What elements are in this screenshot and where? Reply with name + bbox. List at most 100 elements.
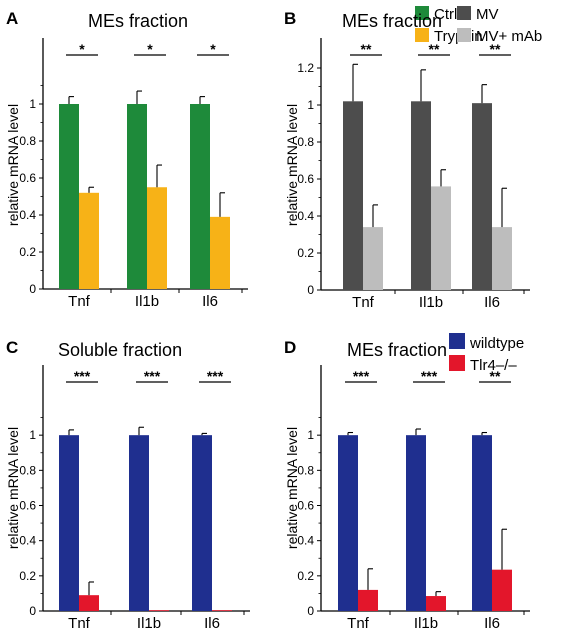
- chart-panel-d: D MEs fraction 0 0.2 0.4 0.6 0.8 1 relative mRNA…: [284, 333, 530, 628]
- y-tick-label: 0: [29, 282, 36, 296]
- x-category-label: Il6: [202, 293, 218, 310]
- significance-marker: *: [79, 41, 85, 57]
- chart-panel-a: A MEs fraction 0 0.2 0.4 0.6 0.8 1 relative mRNA…: [5, 6, 483, 310]
- bar-mv-mab: [431, 186, 451, 290]
- legend-swatch: [415, 28, 429, 42]
- y-axis-label: relative mRNA level: [5, 427, 21, 549]
- significance-marker: *: [147, 41, 153, 57]
- significance-marker: **: [490, 368, 501, 384]
- legend: MV MV+ mAb: [457, 6, 542, 45]
- bar-mv-mab: [492, 227, 512, 290]
- chart-title: MEs fraction: [342, 11, 442, 31]
- bar-wildtype: [129, 435, 149, 611]
- panel-letter: C: [6, 338, 18, 357]
- y-tick-label: 0.4: [297, 534, 314, 548]
- x-category-label: Tnf: [352, 294, 375, 311]
- significance-marker: ***: [74, 368, 91, 384]
- y-tick-label: 0.2: [297, 569, 314, 583]
- legend-label: wildtype: [469, 335, 524, 352]
- y-tick-label: 0.6: [19, 171, 36, 185]
- chart-title: MEs fraction: [347, 340, 447, 360]
- bar-tlr4-: [358, 589, 378, 611]
- y-axis-label: relative mRNA level: [5, 104, 21, 226]
- x-category-label: Tnf: [68, 615, 91, 628]
- chart-panel-c: C Soluble fraction 0 0.2 0.4 0.6 0.8 1 relative …: [5, 338, 250, 628]
- panel-letter: B: [284, 9, 296, 28]
- x-category-label: Il1b: [137, 615, 161, 628]
- chart-title: MEs fraction: [88, 11, 188, 31]
- chart-title: Soluble fraction: [58, 340, 182, 360]
- x-category-label: Il1b: [135, 293, 159, 310]
- y-tick-label: 0.6: [297, 499, 314, 513]
- bar-ctrl: [59, 104, 79, 289]
- y-tick-label: 1: [307, 98, 314, 112]
- x-category-label: Tnf: [68, 293, 91, 310]
- y-tick-label: 0.2: [297, 246, 314, 260]
- y-tick-label: 1: [29, 428, 36, 442]
- significance-marker: *: [210, 41, 216, 57]
- chart-panel-b: B MEs fraction 0 0.2 0.4 0.6 0.8 1 1.2 relative m…: [284, 6, 542, 311]
- bar-tlr4-: [79, 595, 99, 611]
- bar-trypsin: [210, 216, 230, 289]
- bar-ctrl: [190, 104, 210, 289]
- y-tick-label: 0.2: [19, 245, 36, 259]
- significance-marker: ***: [207, 368, 224, 384]
- bar-tlr4-: [149, 610, 169, 611]
- y-tick-label: 0.2: [19, 569, 36, 583]
- bar-trypsin: [79, 192, 99, 289]
- y-tick-label: 1: [307, 428, 314, 442]
- legend: wildtype Tlr4–/–: [449, 333, 524, 374]
- bar-ctrl: [127, 104, 147, 289]
- y-tick-label: 1: [29, 97, 36, 111]
- legend-label: Ctrl: [434, 6, 457, 23]
- significance-marker: **: [361, 41, 372, 57]
- bar-trypsin: [147, 187, 167, 289]
- significance-marker: **: [490, 41, 501, 57]
- bar-tlr4-: [212, 610, 232, 611]
- y-tick-label: 0.4: [297, 209, 314, 223]
- x-category-label: Il1b: [414, 615, 438, 628]
- y-axis-label: relative mRNA level: [284, 427, 300, 549]
- bar-mv: [472, 103, 492, 291]
- bar-wildtype: [59, 435, 79, 611]
- legend-label: MV+ mAb: [476, 28, 542, 45]
- significance-marker: ***: [353, 368, 370, 384]
- x-category-label: Il6: [484, 294, 500, 311]
- y-tick-label: 0.8: [297, 463, 314, 477]
- x-category-label: Il6: [204, 615, 220, 628]
- y-tick-label: 0.8: [19, 463, 36, 477]
- y-tick-label: 0.4: [19, 208, 36, 222]
- y-tick-label: 0.6: [19, 499, 36, 513]
- bar-tlr4-: [426, 596, 446, 611]
- bar-mv: [343, 101, 363, 290]
- y-tick-label: 0.4: [19, 534, 36, 548]
- panel-letter: D: [284, 338, 296, 357]
- legend-swatch: [449, 333, 465, 349]
- legend-swatch: [449, 355, 465, 371]
- bar-wildtype: [406, 435, 426, 611]
- panel-letter: A: [6, 9, 18, 28]
- y-tick-label: 1.2: [297, 61, 314, 75]
- bar-wildtype: [192, 435, 212, 611]
- legend-label: MV: [476, 6, 499, 23]
- x-category-label: Il1b: [419, 294, 443, 311]
- significance-marker: ***: [144, 368, 161, 384]
- significance-marker: ***: [421, 368, 438, 384]
- x-category-label: Il6: [484, 615, 500, 628]
- bar-mv-mab: [363, 227, 383, 290]
- bar-wildtype: [472, 435, 492, 611]
- y-axis-label: relative mRNA level: [284, 104, 300, 226]
- bar-wildtype: [338, 435, 358, 611]
- y-tick-label: 0: [29, 604, 36, 618]
- y-tick-label: 0: [307, 283, 314, 297]
- legend-swatch: [457, 6, 471, 20]
- bar-tlr4-: [492, 569, 512, 611]
- significance-marker: **: [429, 41, 440, 57]
- legend-label: Tlr4–/–: [470, 357, 517, 374]
- y-tick-label: 0.8: [19, 134, 36, 148]
- legend-swatch: [415, 6, 429, 20]
- legend-swatch: [457, 28, 471, 42]
- y-tick-label: 0.8: [297, 135, 314, 149]
- x-category-label: Tnf: [347, 615, 370, 628]
